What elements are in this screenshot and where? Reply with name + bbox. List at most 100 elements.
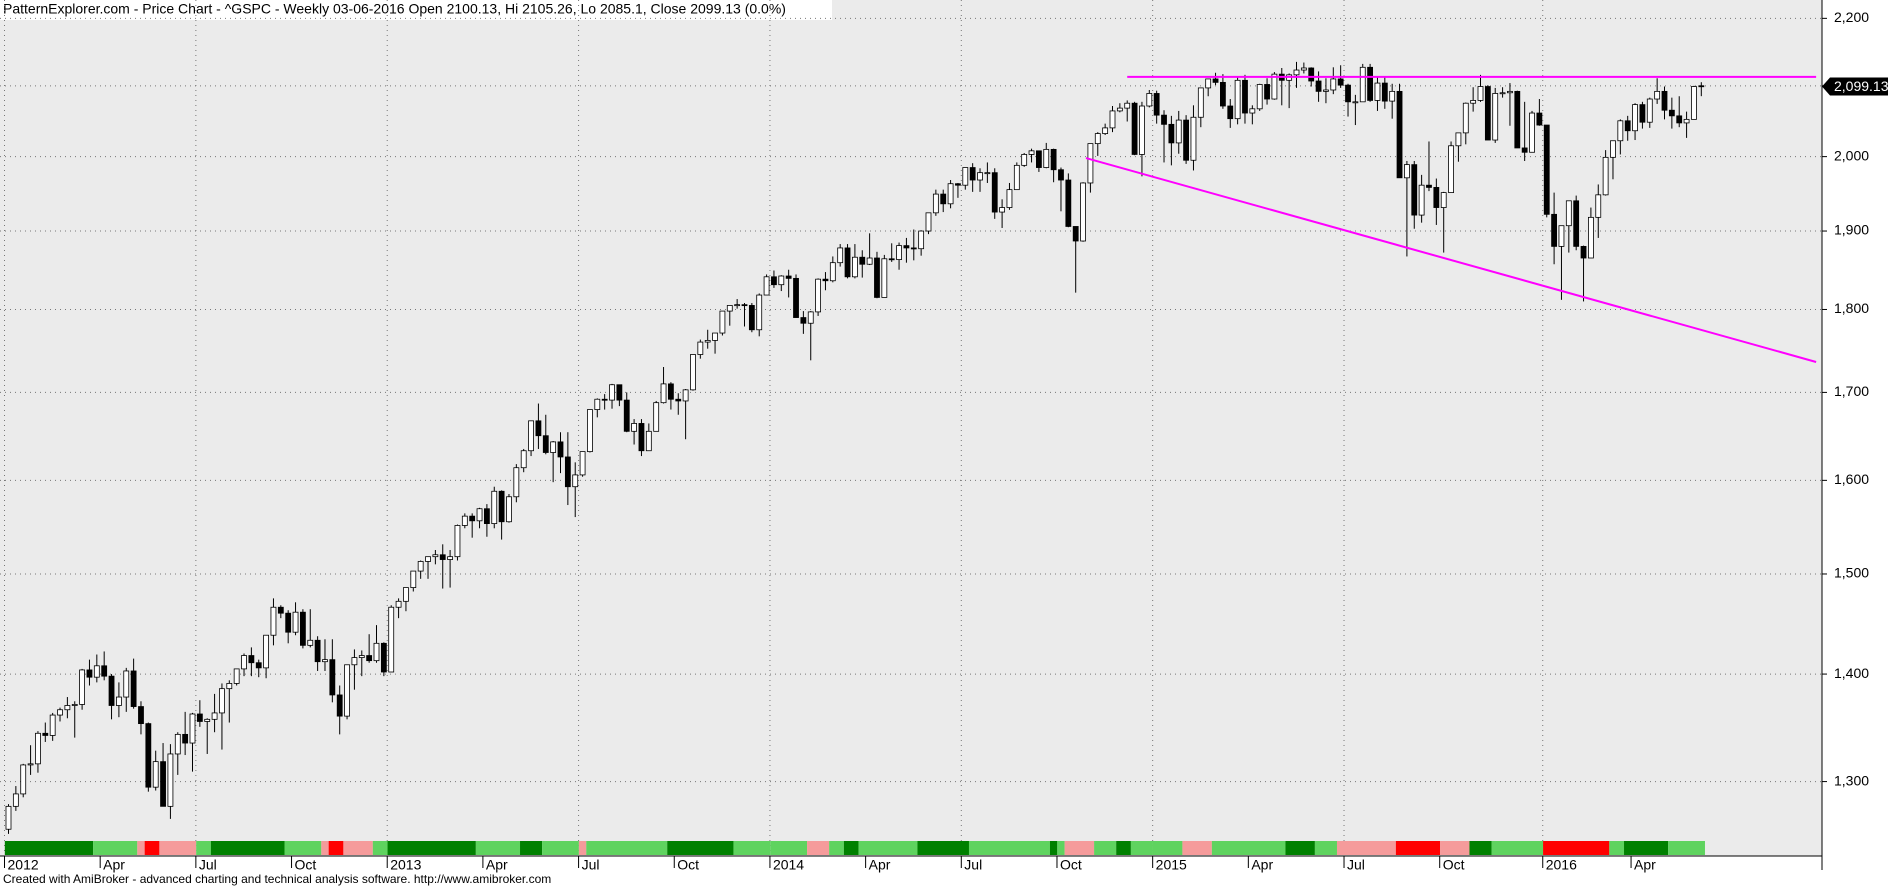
candle-body bbox=[653, 402, 660, 432]
candle-body bbox=[932, 193, 939, 214]
candle-body bbox=[793, 277, 799, 318]
x-tick-label: Jul bbox=[964, 857, 982, 873]
candle-body bbox=[1389, 90, 1396, 102]
candle-body bbox=[1426, 184, 1432, 188]
candle-body bbox=[513, 467, 520, 498]
ribbon-segment bbox=[1094, 841, 1117, 855]
candle-body bbox=[86, 669, 93, 678]
y-tick-label: 1,600 bbox=[1834, 471, 1869, 487]
ribbon-segment bbox=[858, 841, 918, 855]
candle-body bbox=[1013, 164, 1020, 191]
ribbon-segment bbox=[520, 841, 543, 855]
candle-body bbox=[697, 341, 704, 355]
candle-body bbox=[358, 655, 365, 658]
candle-body bbox=[1131, 102, 1138, 155]
candle-body bbox=[1661, 90, 1668, 111]
candle-body bbox=[984, 172, 991, 175]
x-tick-label: Apr bbox=[103, 857, 125, 873]
candle-body bbox=[690, 354, 696, 391]
candle-body bbox=[756, 294, 763, 331]
x-tick-label: Oct bbox=[677, 857, 699, 873]
candle-body bbox=[71, 704, 78, 706]
candle-body bbox=[1602, 156, 1609, 196]
ribbon-segment bbox=[1152, 841, 1183, 855]
candle-body bbox=[1698, 85, 1705, 88]
candle-body bbox=[373, 642, 380, 662]
y-tick-label: 1,900 bbox=[1834, 222, 1869, 238]
candle-body bbox=[1632, 104, 1638, 132]
candle-body bbox=[1565, 200, 1572, 227]
candle-body bbox=[918, 230, 925, 250]
candle-body bbox=[1028, 150, 1035, 155]
candle-body bbox=[1227, 105, 1234, 120]
candle-body bbox=[20, 764, 27, 795]
x-tick-label: 2016 bbox=[1546, 857, 1577, 873]
candle-body bbox=[1396, 90, 1403, 179]
candle-body bbox=[616, 384, 623, 401]
ribbon-segment bbox=[1336, 841, 1396, 855]
candle-body bbox=[498, 490, 505, 523]
candle-body bbox=[999, 207, 1005, 213]
trendline bbox=[1085, 157, 1817, 363]
candle-body bbox=[219, 688, 225, 714]
candle-body bbox=[1323, 89, 1329, 92]
candle-body bbox=[196, 713, 203, 722]
candle-body bbox=[307, 639, 314, 646]
candle-body bbox=[778, 275, 785, 286]
candle-body bbox=[182, 733, 189, 744]
candle-body bbox=[1212, 78, 1219, 83]
candle-body bbox=[226, 683, 233, 690]
candle-body bbox=[454, 525, 461, 558]
candle-body bbox=[1624, 120, 1631, 132]
candle-body bbox=[1124, 102, 1131, 109]
ribbon-segment bbox=[1049, 841, 1058, 855]
candle-body bbox=[638, 423, 645, 452]
candle-body bbox=[1433, 187, 1440, 208]
x-tick-label: 2014 bbox=[773, 857, 804, 873]
candle-body bbox=[1345, 84, 1351, 103]
candle-body bbox=[881, 258, 888, 298]
candle-body bbox=[1146, 93, 1153, 107]
x-tick-label: Jul bbox=[582, 857, 600, 873]
candle-body bbox=[1536, 112, 1543, 126]
candle-body bbox=[27, 763, 34, 766]
candle-body bbox=[1551, 213, 1557, 247]
candle-body bbox=[785, 275, 792, 279]
ribbon-segment bbox=[144, 841, 160, 855]
candle-body bbox=[64, 705, 71, 711]
y-tick-label: 1,300 bbox=[1834, 772, 1869, 788]
candle-body bbox=[748, 305, 755, 331]
candle-body bbox=[329, 659, 336, 696]
candle-body bbox=[1543, 124, 1550, 215]
ribbon-segment bbox=[210, 841, 285, 855]
candle-body bbox=[483, 508, 490, 525]
ribbon-segment bbox=[586, 841, 668, 855]
candle-body bbox=[1315, 80, 1322, 92]
candle-body bbox=[910, 247, 917, 250]
ribbon-segment bbox=[343, 841, 373, 855]
candle-body bbox=[1639, 104, 1646, 123]
y-tick-label: 2,200 bbox=[1834, 9, 1869, 25]
candle-body bbox=[969, 167, 976, 181]
candle-body bbox=[35, 732, 41, 765]
candle-body bbox=[241, 655, 247, 670]
candle-body bbox=[623, 399, 630, 432]
ribbon-segment bbox=[770, 841, 808, 855]
candle-body bbox=[1654, 90, 1661, 100]
candle-body bbox=[1381, 82, 1388, 102]
candle-body bbox=[1470, 100, 1477, 104]
ribbon-segment bbox=[1314, 841, 1337, 855]
ribbon-segment bbox=[137, 841, 145, 855]
candle-body bbox=[1249, 108, 1256, 114]
candle-body bbox=[1691, 86, 1697, 120]
candle-body bbox=[587, 409, 593, 453]
ribbon-segment bbox=[1182, 841, 1212, 855]
ribbon-segment bbox=[1491, 841, 1544, 855]
candle-body bbox=[1153, 93, 1160, 116]
candle-body bbox=[859, 256, 866, 265]
candle-body bbox=[322, 659, 328, 663]
candle-body bbox=[874, 257, 880, 298]
candle-body bbox=[800, 317, 807, 324]
x-tick-label: Oct bbox=[1060, 857, 1082, 873]
candle-body bbox=[771, 276, 777, 286]
